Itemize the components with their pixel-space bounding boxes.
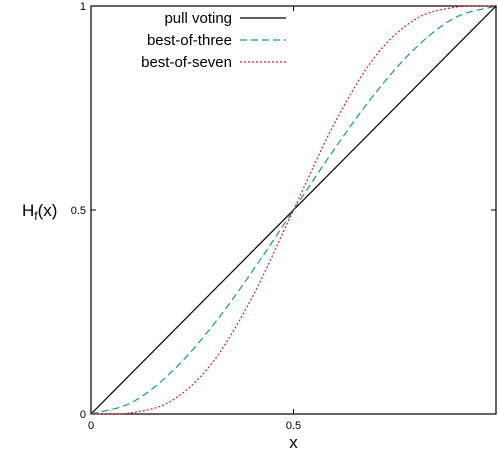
- axes-group: 0 0.5 1 0 0.5: [71, 1, 497, 432]
- legend-label-1: best-of-three: [147, 32, 232, 49]
- y-tick-label: 1: [80, 1, 86, 13]
- y-axis-label-suffix: (x): [38, 201, 58, 220]
- y-axis-label-subscript: f: [34, 209, 38, 223]
- x-tick-label: 0: [88, 420, 94, 432]
- legend-label-2: best-of-seven: [141, 54, 232, 71]
- x-tick-label: 0.5: [286, 420, 301, 432]
- y-tick-label: 0: [80, 409, 86, 421]
- axis-labels: x Hf(x): [22, 201, 298, 452]
- y-axis-label-main: H: [22, 201, 34, 220]
- series-line-2: [90, 5, 497, 415]
- series-layer: [90, 5, 497, 415]
- y-tick-label: 0.5: [71, 205, 86, 217]
- x-axis-label: x: [289, 433, 298, 452]
- legend: pull voting best-of-three best-of-seven: [141, 10, 286, 71]
- legend-label-0: pull voting: [164, 10, 232, 27]
- y-axis-label: Hf(x): [22, 201, 57, 223]
